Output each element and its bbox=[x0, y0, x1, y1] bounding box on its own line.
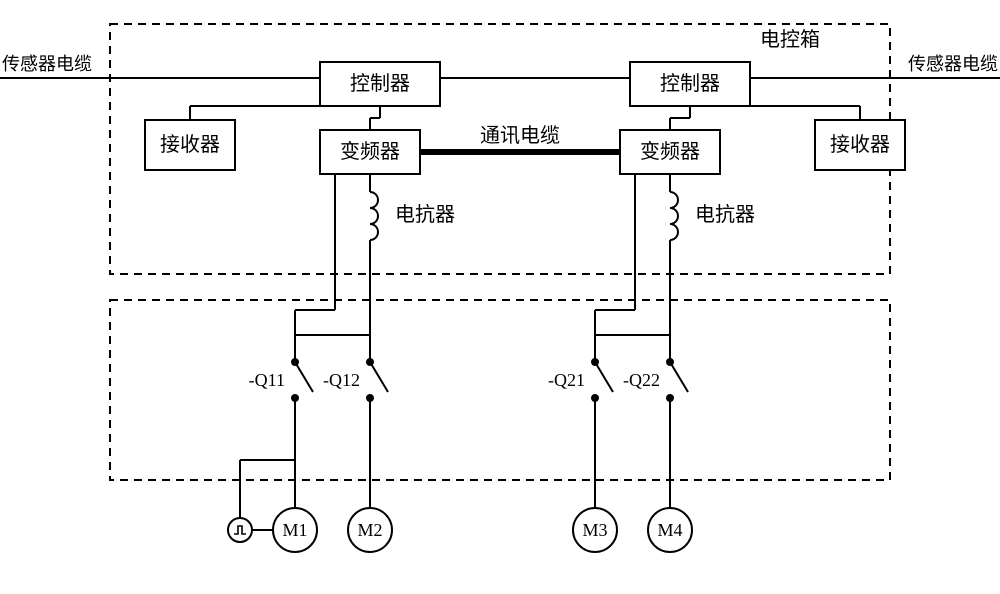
inverter-left: 变频器 bbox=[320, 130, 420, 174]
motor-m2: M2 bbox=[348, 508, 392, 552]
pulse-generator bbox=[228, 518, 252, 542]
receiver-left-label: 接收器 bbox=[160, 133, 220, 156]
reactor-left bbox=[370, 174, 378, 252]
diagram-root: 电控箱 传感器电缆 传感器电缆 控制器 控制器 接收器 接收器 变频器 变频器 … bbox=[0, 0, 1000, 594]
bottom-dashed-box bbox=[110, 300, 890, 480]
motor-m3: M3 bbox=[573, 508, 617, 552]
svg-text:M1: M1 bbox=[282, 520, 307, 540]
receiver-left: 接收器 bbox=[145, 120, 235, 170]
sensor-cable-right-label: 传感器电缆 bbox=[908, 54, 998, 74]
motor-m4: M4 bbox=[648, 508, 692, 552]
controller-right-label: 控制器 bbox=[660, 72, 720, 95]
receiver-right-label: 接收器 bbox=[830, 133, 890, 156]
inverter-right: 变频器 bbox=[620, 130, 720, 174]
switch-q12: -Q12 bbox=[323, 350, 388, 430]
controller-left: 控制器 bbox=[320, 62, 440, 106]
reactor-left-label: 电抗器 bbox=[395, 203, 455, 226]
reactor-right bbox=[670, 174, 678, 252]
switch-q11: -Q11 bbox=[249, 350, 313, 430]
controller-right: 控制器 bbox=[630, 62, 750, 106]
svg-text:M3: M3 bbox=[582, 520, 607, 540]
svg-text:-Q11: -Q11 bbox=[249, 370, 285, 390]
svg-text:M4: M4 bbox=[657, 520, 682, 540]
svg-text:-Q12: -Q12 bbox=[323, 370, 360, 390]
svg-text:-Q22: -Q22 bbox=[623, 370, 660, 390]
motor-m1: M1 bbox=[273, 508, 317, 552]
reactor-right-label: 电抗器 bbox=[695, 203, 755, 226]
svg-text:M2: M2 bbox=[357, 520, 382, 540]
inverter-right-label: 变频器 bbox=[640, 140, 700, 163]
svg-text:-Q21: -Q21 bbox=[548, 370, 585, 390]
comm-cable-label: 通讯电缆 bbox=[480, 124, 560, 147]
controller-left-label: 控制器 bbox=[350, 72, 410, 95]
sensor-cable-left-label: 传感器电缆 bbox=[2, 54, 92, 74]
panel-title-label: 电控箱 bbox=[760, 28, 820, 51]
switch-q21: -Q21 bbox=[548, 350, 613, 430]
inverter-left-label: 变频器 bbox=[340, 140, 400, 163]
receiver-right: 接收器 bbox=[815, 120, 905, 170]
switch-q22: -Q22 bbox=[623, 350, 688, 430]
